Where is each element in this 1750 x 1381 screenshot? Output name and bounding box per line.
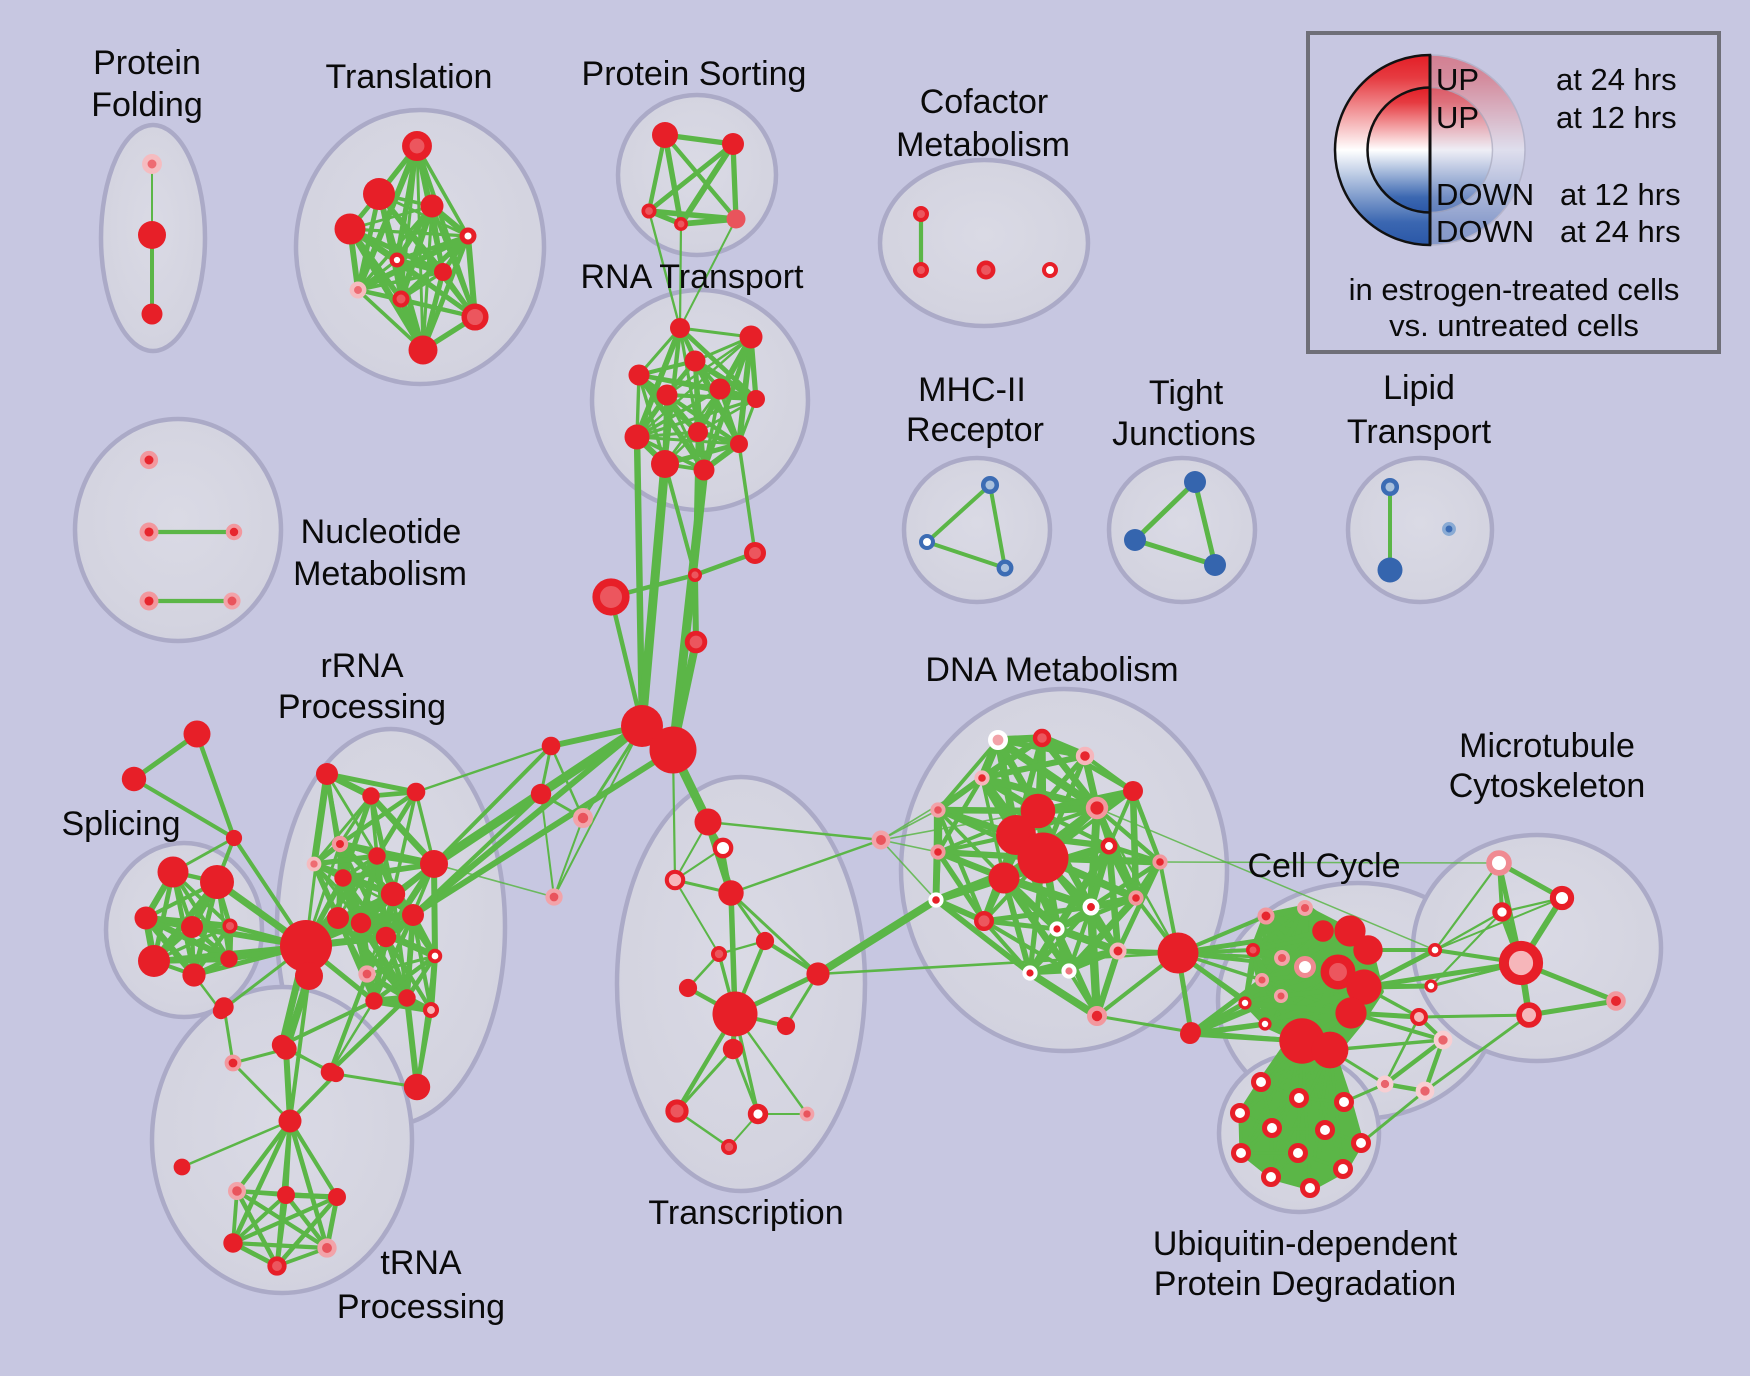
svg-text:Folding: Folding — [91, 86, 203, 124]
svg-text:DOWN: DOWN — [1436, 177, 1534, 212]
svg-text:at 24 hrs: at 24 hrs — [1556, 62, 1677, 97]
svg-text:Microtubule: Microtubule — [1459, 727, 1635, 765]
svg-text:Protein: Protein — [93, 44, 201, 82]
svg-text:Processing: Processing — [337, 1288, 505, 1326]
svg-text:Splicing: Splicing — [61, 805, 180, 843]
svg-text:Tight: Tight — [1149, 374, 1224, 412]
svg-text:Transcription: Transcription — [648, 1194, 843, 1232]
svg-text:Metabolism: Metabolism — [896, 126, 1070, 164]
svg-text:UP: UP — [1436, 62, 1479, 97]
svg-text:Lipid: Lipid — [1383, 369, 1455, 407]
svg-text:Translation: Translation — [326, 58, 493, 96]
svg-text:Receptor: Receptor — [906, 411, 1044, 449]
svg-text:Cofactor: Cofactor — [920, 83, 1049, 121]
svg-text:Ubiquitin-dependent: Ubiquitin-dependent — [1153, 1225, 1458, 1263]
svg-text:DOWN: DOWN — [1436, 214, 1534, 249]
svg-text:tRNA: tRNA — [380, 1244, 462, 1282]
svg-text:at 12 hrs: at 12 hrs — [1556, 100, 1677, 135]
svg-text:vs. untreated cells: vs. untreated cells — [1389, 308, 1639, 343]
svg-text:in estrogen-treated cells: in estrogen-treated cells — [1349, 272, 1680, 307]
svg-text:DNA Metabolism: DNA Metabolism — [925, 651, 1178, 689]
svg-text:Metabolism: Metabolism — [293, 555, 467, 593]
svg-text:Junctions: Junctions — [1112, 415, 1256, 453]
svg-text:MHC-II: MHC-II — [918, 371, 1026, 409]
svg-text:Protein Degradation: Protein Degradation — [1154, 1265, 1456, 1303]
svg-text:UP: UP — [1436, 100, 1479, 135]
svg-text:Cell Cycle: Cell Cycle — [1247, 847, 1400, 885]
svg-text:Processing: Processing — [278, 688, 446, 726]
svg-text:at 12 hrs: at 12 hrs — [1560, 177, 1681, 212]
svg-text:at 24 hrs: at 24 hrs — [1560, 214, 1681, 249]
svg-text:Protein Sorting: Protein Sorting — [582, 55, 807, 93]
svg-text:Nucleotide: Nucleotide — [301, 513, 462, 551]
svg-text:rRNA: rRNA — [320, 647, 403, 685]
svg-text:RNA Transport: RNA Transport — [581, 258, 805, 296]
svg-text:Cytoskeleton: Cytoskeleton — [1449, 767, 1646, 805]
svg-text:Transport: Transport — [1347, 413, 1492, 451]
